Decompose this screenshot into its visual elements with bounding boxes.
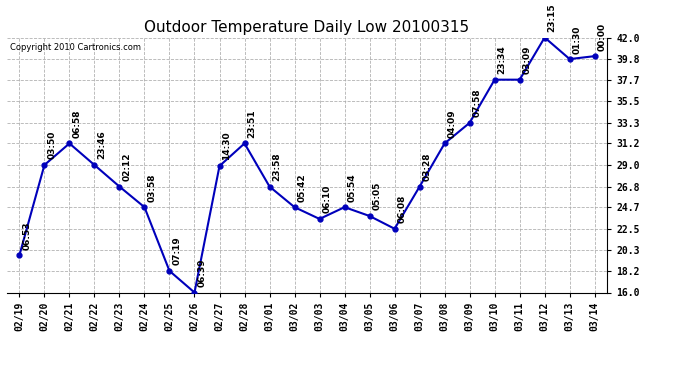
Text: 06:39: 06:39 — [197, 258, 206, 287]
Text: 05:42: 05:42 — [297, 173, 306, 202]
Text: 01:30: 01:30 — [573, 25, 582, 54]
Text: 23:46: 23:46 — [97, 131, 106, 159]
Text: 06:08: 06:08 — [397, 195, 406, 223]
Text: 06:53: 06:53 — [22, 221, 31, 250]
Text: 07:19: 07:19 — [172, 237, 181, 266]
Text: 03:50: 03:50 — [47, 131, 56, 159]
Text: 05:05: 05:05 — [373, 182, 382, 210]
Text: 06:58: 06:58 — [72, 110, 81, 138]
Title: Outdoor Temperature Daily Low 20100315: Outdoor Temperature Daily Low 20100315 — [144, 20, 470, 35]
Text: 03:58: 03:58 — [147, 173, 156, 202]
Text: 23:58: 23:58 — [273, 152, 282, 181]
Text: 14:30: 14:30 — [222, 132, 231, 160]
Text: 23:51: 23:51 — [247, 109, 256, 138]
Text: Copyright 2010 Cartronics.com: Copyright 2010 Cartronics.com — [10, 43, 141, 52]
Text: 04:09: 04:09 — [447, 109, 456, 138]
Text: 07:58: 07:58 — [473, 88, 482, 117]
Text: 03:09: 03:09 — [522, 46, 531, 74]
Text: 06:10: 06:10 — [322, 185, 331, 213]
Text: 05:54: 05:54 — [347, 173, 356, 202]
Text: 23:34: 23:34 — [497, 45, 506, 74]
Text: 00:00: 00:00 — [598, 22, 607, 51]
Text: 03:28: 03:28 — [422, 153, 431, 181]
Text: 23:15: 23:15 — [547, 3, 556, 32]
Text: 02:12: 02:12 — [122, 153, 131, 181]
